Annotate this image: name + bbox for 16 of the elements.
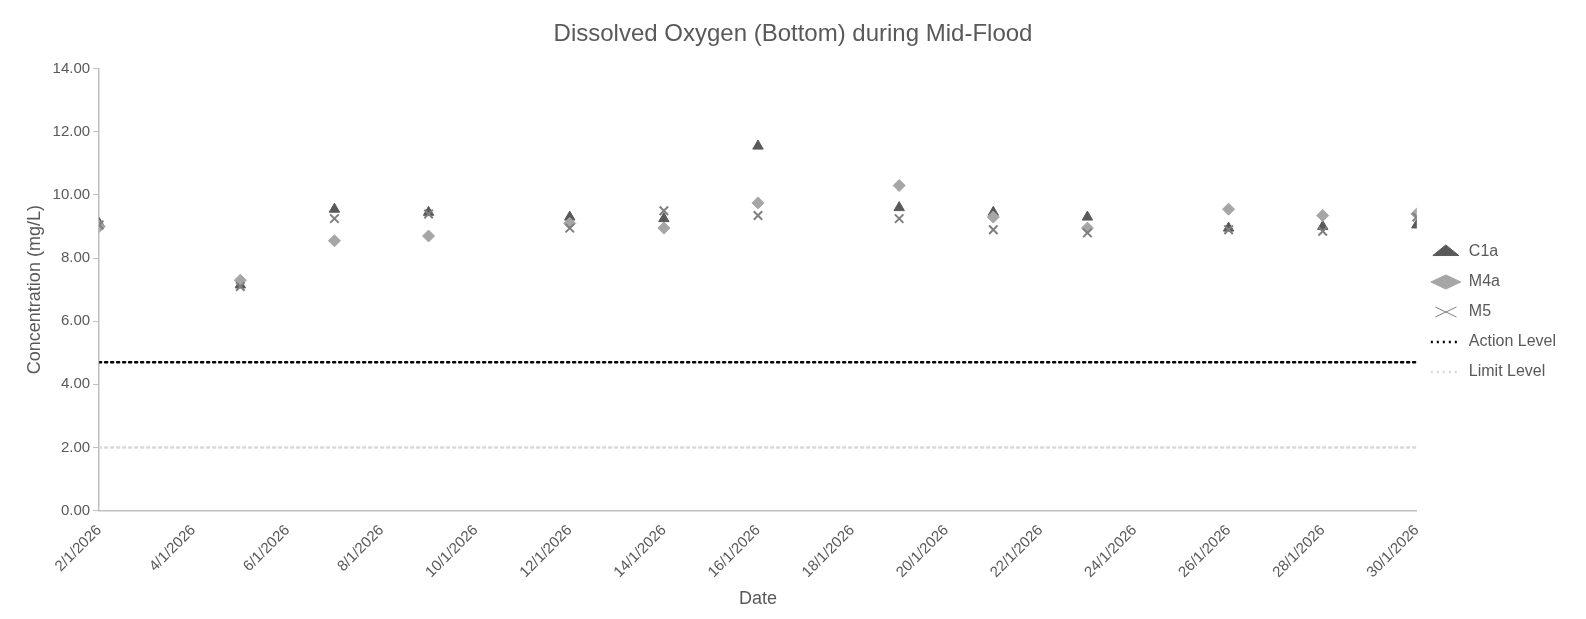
x-axis-title: Date [738, 588, 777, 609]
y-tick-label: 6.00 [60, 311, 91, 329]
y-tick-label: 4.00 [60, 374, 91, 392]
legend-label: M4a [1468, 272, 1501, 290]
legend-label: M5 [1468, 302, 1492, 320]
y-tick-label: 2.00 [60, 437, 91, 455]
legend-label: Limit Level [1468, 362, 1546, 380]
y-tick-label: 8.00 [60, 248, 91, 266]
y-tick-label: 14.00 [52, 58, 91, 76]
chart-title: Dissolved Oxygen (Bottom) during Mid-Flood [553, 19, 1033, 47]
legend-label: C1a [1468, 242, 1499, 260]
y-tick-label: 12.00 [52, 122, 91, 140]
y-tick-label: 10.00 [52, 185, 91, 203]
y-axis-title: Concentration (mg/L) [23, 205, 44, 375]
y-tick-label: 0.00 [60, 500, 91, 518]
legend-label: Action Level [1468, 332, 1557, 350]
